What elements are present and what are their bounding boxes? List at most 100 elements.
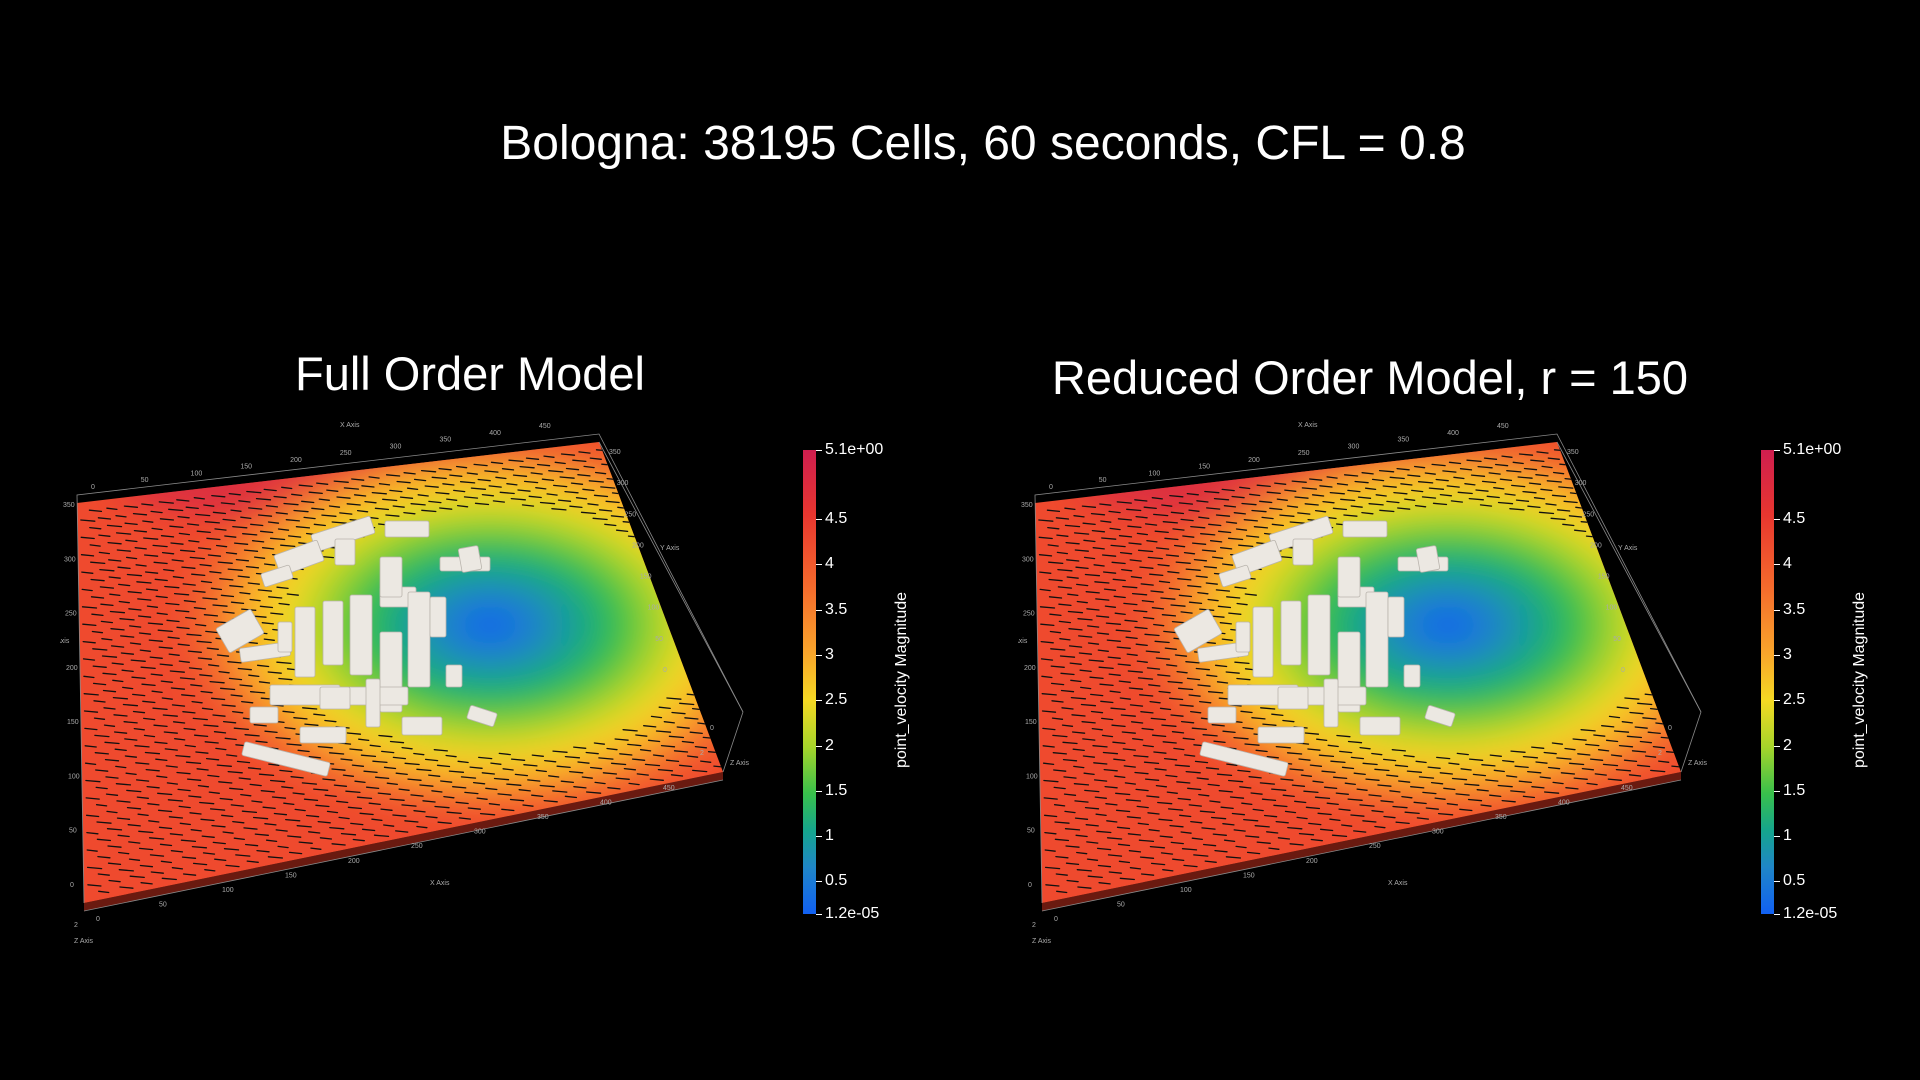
x-tick-label: 350 <box>439 437 451 444</box>
velocity-arrows <box>1038 449 1681 894</box>
colorbar-tick <box>816 746 822 747</box>
x-tick-label: 300 <box>1432 829 1444 836</box>
x-tick-label: 300 <box>390 443 402 450</box>
x-tick-label: 350 <box>1495 814 1507 821</box>
z-tick-label: 2 <box>1658 750 1662 757</box>
y-tick-label: 300 <box>1575 480 1587 487</box>
colorbar-tick <box>816 836 822 837</box>
y-tick-label: 150 <box>640 574 652 581</box>
colorbar-tick-label: 2.5 <box>825 691 848 708</box>
z-tick-label: 2 <box>1032 922 1036 929</box>
colorbar-tick-label: 2.5 <box>1783 691 1806 708</box>
colorbar-tick <box>816 700 822 701</box>
x-tick-label: 200 <box>1248 457 1260 464</box>
y-tick-label: 350 <box>1021 502 1033 509</box>
building <box>407 591 431 688</box>
x-tick-label: 150 <box>1243 872 1255 879</box>
building <box>349 594 373 676</box>
y-tick-label: 250 <box>1023 611 1035 618</box>
colorbar-tick-label: 3 <box>825 646 834 663</box>
colorbar-title: point_velocity Magnitude <box>893 591 910 769</box>
building <box>299 726 347 744</box>
x-tick-label: 350 <box>1397 437 1409 444</box>
colorbar-title: point_velocity Magnitude <box>1851 591 1868 769</box>
colorbar-max-label: 5.1e+00 <box>825 441 884 458</box>
y-tick-label: 0 <box>1028 882 1032 889</box>
axis-labels: 0050501001001501502002002502503003003503… <box>60 422 750 945</box>
scene-svg: 0050501001001501502002002502503003003503… <box>1018 422 1708 945</box>
x-tick-label: 250 <box>411 843 423 850</box>
colorbar-tick <box>816 791 822 792</box>
x-tick-label: 400 <box>600 800 612 807</box>
building <box>216 609 264 653</box>
colorbar-tick <box>1774 519 1780 520</box>
y-tick-label: 100 <box>1026 773 1038 780</box>
building <box>322 600 344 666</box>
colorbar-gradient <box>803 450 816 914</box>
colorbar-tick-label: 3 <box>1783 646 1792 663</box>
building <box>429 596 447 638</box>
y-axis-label: Y Axis <box>1618 545 1638 552</box>
colorbar-tick <box>816 881 822 882</box>
colorbar-tick-label: 2 <box>1783 737 1792 754</box>
colorbar-full-order: 5.1e+00 1.2e-05 4.5 4 3.5 3 2.5 2 1.5 1 0.5 poin… <box>800 440 930 930</box>
colorbar-tick <box>1774 881 1780 882</box>
x-tick-label: 300 <box>474 829 486 836</box>
colorbar-tick-label: 0.5 <box>1783 872 1806 889</box>
y-axis-label: Y Axis <box>660 545 680 552</box>
colorbar-tick <box>1774 746 1780 747</box>
y-tick-label: 350 <box>63 502 75 509</box>
building <box>1424 705 1456 727</box>
building <box>1365 591 1389 688</box>
building <box>1218 564 1252 588</box>
velocity-field-full-order[interactable]: 0 0 50 50 100 100 150 150 200 200 250 250 300 300 350 3… <box>60 415 780 955</box>
y-tick-label: 100 <box>68 773 80 780</box>
building <box>1252 606 1274 678</box>
z-axis-label: Z Axis <box>1032 938 1052 945</box>
y-tick-label: 100 <box>648 605 660 612</box>
building <box>1323 678 1339 728</box>
y-tick-label: 200 <box>1590 542 1602 549</box>
y-tick-label: 200 <box>1024 665 1036 672</box>
x-tick-label: 450 <box>539 423 551 430</box>
colorbar-tick <box>816 655 822 656</box>
z-tick-label: 2 <box>74 922 78 929</box>
building <box>1292 538 1314 566</box>
buildings <box>216 515 498 777</box>
x-tick-label: 100 <box>1180 887 1192 894</box>
y-tick-label: 0 <box>70 882 74 889</box>
velocity-field-reduced-order[interactable]: 0 0 50 50 100 100 150 150 200 200 250 250 300 300 350 3… <box>1018 415 1738 955</box>
colorbar-tick-label: 4.5 <box>825 510 848 527</box>
x-tick-label: 100 <box>1149 470 1161 477</box>
x-tick-label: 50 <box>1099 477 1107 484</box>
colorbar-tick-label: 3.5 <box>1783 601 1806 618</box>
z-tick-label: 0 <box>1668 725 1672 732</box>
x-tick-label: 50 <box>159 901 167 908</box>
colorbar-tick-label: 4 <box>1783 555 1792 572</box>
colorbar-tick-label: 4 <box>825 555 834 572</box>
z-tick-label: 0 <box>710 725 714 732</box>
y-tick-label: 300 <box>64 556 76 563</box>
x-axis-label: X Axis <box>1298 422 1318 429</box>
x-tick-label: 150 <box>1198 464 1210 471</box>
colorbar-tick <box>816 450 822 451</box>
x-tick-label: 150 <box>240 464 252 471</box>
x-tick-label: 400 <box>1447 430 1459 437</box>
y-tick-label: 250 <box>624 511 636 518</box>
x-tick-label: 250 <box>340 450 352 457</box>
building <box>1342 520 1388 538</box>
axis-labels: 0050501001001501502002002502503003003503… <box>1018 422 1708 945</box>
x-tick-label: 300 <box>1348 443 1360 450</box>
x-tick-label: 250 <box>1369 843 1381 850</box>
building <box>445 664 463 688</box>
y-tick-label: 150 <box>1025 719 1037 726</box>
colorbar-tick-label: 3.5 <box>825 601 848 618</box>
y-tick-label: 200 <box>66 665 78 672</box>
y-tick-label: 0 <box>1621 667 1625 674</box>
building <box>249 706 279 724</box>
y-axis-label: Y Axis <box>60 638 70 645</box>
colorbar-max-label: 5.1e+00 <box>1783 441 1842 458</box>
building <box>1199 741 1289 777</box>
panel-title-full-order: Full Order Model <box>295 347 645 400</box>
x-tick-label: 200 <box>290 457 302 464</box>
